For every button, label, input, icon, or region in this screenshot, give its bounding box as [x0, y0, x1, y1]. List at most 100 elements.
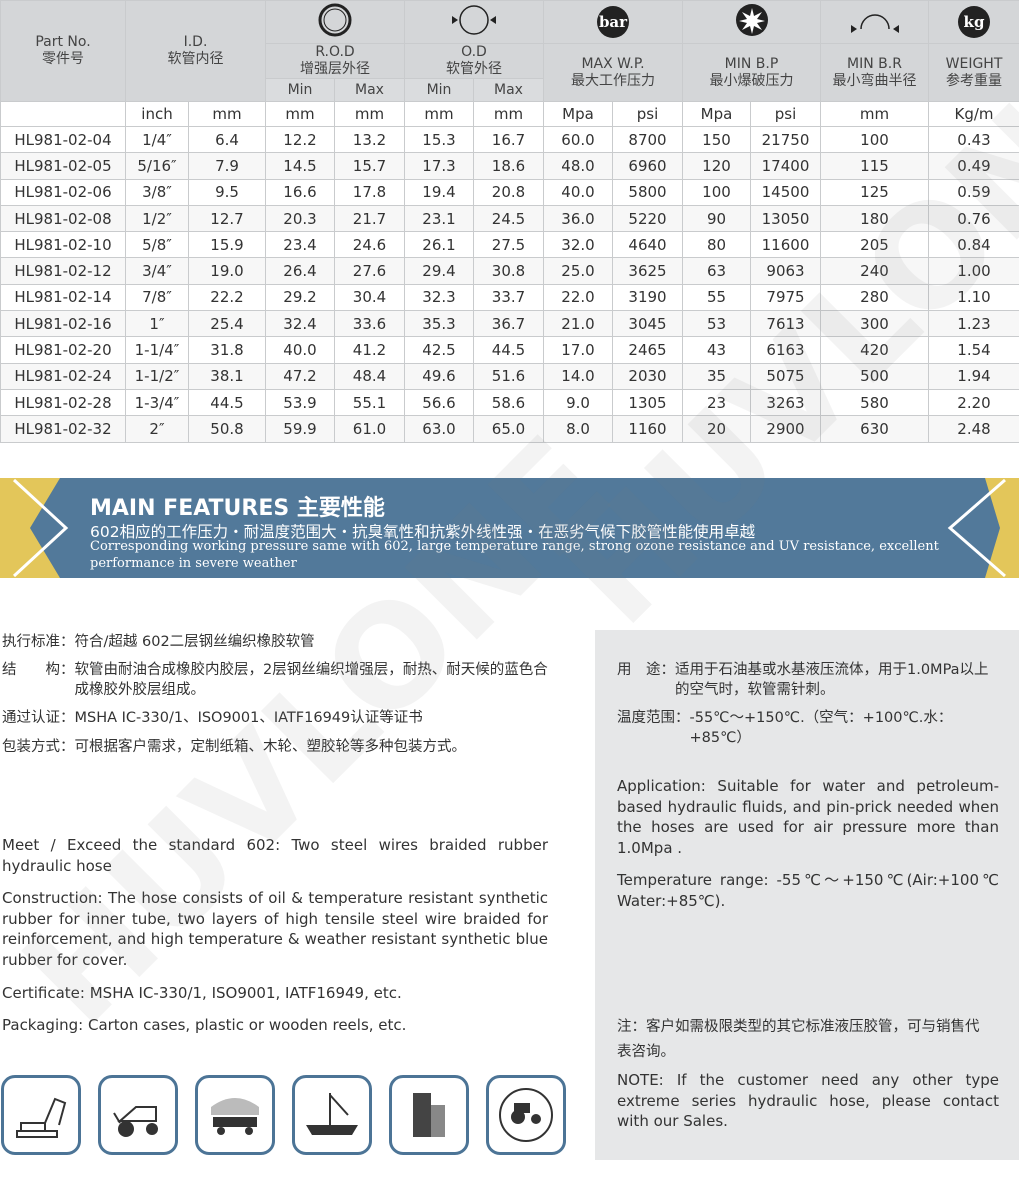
table-row: HL981-02-24 1-1/2″ 38.1 47.2 48.4 49.6 51.6 14.…	[0, 362, 1019, 390]
value-cell: 51.6	[473, 362, 544, 390]
table-row: HL981-02-14 7/8″ 22.2 29.2 30.4 32.3 33.7 22.0 3…	[0, 283, 1019, 312]
value-cell: 14.5	[265, 152, 335, 180]
header-min: Min	[265, 78, 335, 102]
value-cell: 32.4	[265, 310, 335, 338]
value-cell: 55	[682, 283, 751, 312]
table-row: HL981-02-32 2″ 50.8 59.9 61.0 63.0 65.0 8.0 1160…	[0, 415, 1019, 443]
value-cell: 27.5	[473, 231, 544, 259]
value-cell: 23.4	[265, 231, 335, 259]
value-cell: 1/2″	[125, 204, 189, 233]
value-cell: 40.0	[543, 178, 613, 206]
value-cell: 22.0	[543, 283, 613, 312]
value-cell: 48.0	[543, 152, 613, 180]
value-cell: 8.0	[543, 415, 613, 443]
value-cell: 23.1	[404, 204, 474, 233]
header-od: O.D 软管外径	[404, 43, 544, 79]
value-cell: 60.0	[543, 125, 613, 154]
od-icon	[404, 0, 544, 44]
value-cell: 15.7	[334, 152, 405, 180]
value-cell: 29.4	[404, 257, 474, 285]
value-cell: 6163	[750, 336, 821, 364]
value-cell: 0.43	[928, 125, 1019, 154]
unit-cell: mm	[473, 101, 544, 127]
value-cell: 1.94	[928, 362, 1019, 390]
value-cell: 48.4	[334, 362, 405, 390]
unit-cell: mm	[820, 101, 929, 127]
part-number-cell: HL981-02-24	[0, 362, 126, 390]
ship-crane-icon	[292, 1075, 372, 1155]
tractor-icon	[486, 1075, 566, 1155]
part-number-cell: HL981-02-05	[0, 152, 126, 180]
value-cell: 19.0	[188, 257, 266, 285]
value-cell: 33.7	[473, 283, 544, 312]
value-cell: 20.8	[473, 178, 544, 206]
value-cell: 26.4	[265, 257, 335, 285]
header-br: MIN B.R 最小弯曲半径	[820, 43, 929, 102]
header-bp: MIN B.P 最小爆破压力	[682, 43, 821, 102]
main-features-banner: MAIN FEATURES 主要性能 602相应的工作压力・耐温度范围大・抗臭氧…	[0, 478, 1019, 578]
unit-cell: mm	[334, 101, 405, 127]
value-cell: 9.0	[543, 388, 613, 417]
unit-cell: Kg/m	[928, 101, 1019, 127]
value-cell: 2030	[612, 362, 683, 390]
value-cell: 1305	[612, 388, 683, 417]
part-number-cell: HL981-02-28	[0, 388, 126, 417]
table-row: HL981-02-12 3/4″ 19.0 26.4 27.6 29.4 30.8 25.0 3…	[0, 257, 1019, 285]
value-cell: 580	[820, 388, 929, 417]
building-icon	[389, 1075, 469, 1155]
banner-background	[0, 478, 1019, 578]
unit-cell: Mpa	[543, 101, 613, 127]
cert-en: Certificate: MSHA IC-330/1, ISO9001, IAT…	[2, 984, 402, 1002]
table-row: HL981-02-28 1-3/4″ 44.5 53.9 55.1 56.6 58.6 9.0…	[0, 388, 1019, 417]
excavator-icon	[1, 1075, 81, 1155]
value-cell: 16.7	[473, 125, 544, 154]
value-cell: 205	[820, 231, 929, 259]
value-cell: 35	[682, 362, 751, 390]
use-cn: 用 途： 适用于石油基或水基液压流体，用于1.0MPa以上的空气时，软管需针刺。	[617, 662, 989, 698]
note-cn: 注：客户如需极限类型的其它标准液压胶管，可与销售代表咨询。	[617, 1019, 980, 1060]
standard-cn: 执行标准：符合/超越 602二层钢丝编织橡胶软管	[2, 634, 315, 650]
part-number-cell: HL981-02-04	[0, 125, 126, 154]
bar-icon: bar	[543, 0, 683, 44]
header-id: I.D. 软管内径	[125, 0, 266, 102]
value-cell: 22.2	[188, 283, 266, 312]
value-cell: 63.0	[404, 415, 474, 443]
value-cell: 3263	[750, 388, 821, 417]
unit-cell	[0, 101, 126, 127]
temperature-en: Temperature range: -55℃～+150℃(Air:+100℃ …	[617, 871, 999, 910]
banner-line-en: Corresponding working pressure same with…	[90, 539, 939, 571]
value-cell: 80	[682, 231, 751, 259]
value-cell: 7/8″	[125, 283, 189, 312]
part-number-cell: HL981-02-32	[0, 415, 126, 443]
value-cell: 25.4	[188, 310, 266, 338]
value-cell: 3/8″	[125, 178, 189, 206]
value-cell: 3/4″	[125, 257, 189, 285]
value-cell: 21750	[750, 125, 821, 154]
value-cell: 1.10	[928, 283, 1019, 312]
unit-cell: Mpa	[682, 101, 751, 127]
table-row: HL981-02-08 1/2″ 12.7 20.3 21.7 23.1 24.5 36.0 5…	[0, 204, 1019, 233]
value-cell: 20.3	[265, 204, 335, 233]
value-cell: 35.3	[404, 310, 474, 338]
unit-cell: mm	[265, 101, 335, 127]
value-cell: 16.6	[265, 178, 335, 206]
value-cell: 0.59	[928, 178, 1019, 206]
value-cell: 2465	[612, 336, 683, 364]
unit-cell: mm	[404, 101, 474, 127]
value-cell: 2.20	[928, 388, 1019, 417]
value-cell: 33.6	[334, 310, 405, 338]
value-cell: 4640	[612, 231, 683, 259]
mining-truck-icon	[195, 1075, 275, 1155]
value-cell: 8700	[612, 125, 683, 154]
value-cell: 9063	[750, 257, 821, 285]
construction-cn: 结 构： 软管由耐油合成橡胶内胶层，2层钢丝编织增强层，耐热、耐天候的蓝色合成橡胶…	[2, 662, 548, 698]
value-cell: 25.0	[543, 257, 613, 285]
value-cell: 1.00	[928, 257, 1019, 285]
value-cell: 61.0	[334, 415, 405, 443]
application-en: Application: Suitable for water and petr…	[617, 777, 999, 857]
unit-cell: psi	[612, 101, 683, 127]
banner-title-cn: 主要性能	[296, 496, 385, 521]
loader-icon	[98, 1075, 178, 1155]
unit-cell: psi	[750, 101, 821, 127]
value-cell: 1-1/4″	[125, 336, 189, 364]
